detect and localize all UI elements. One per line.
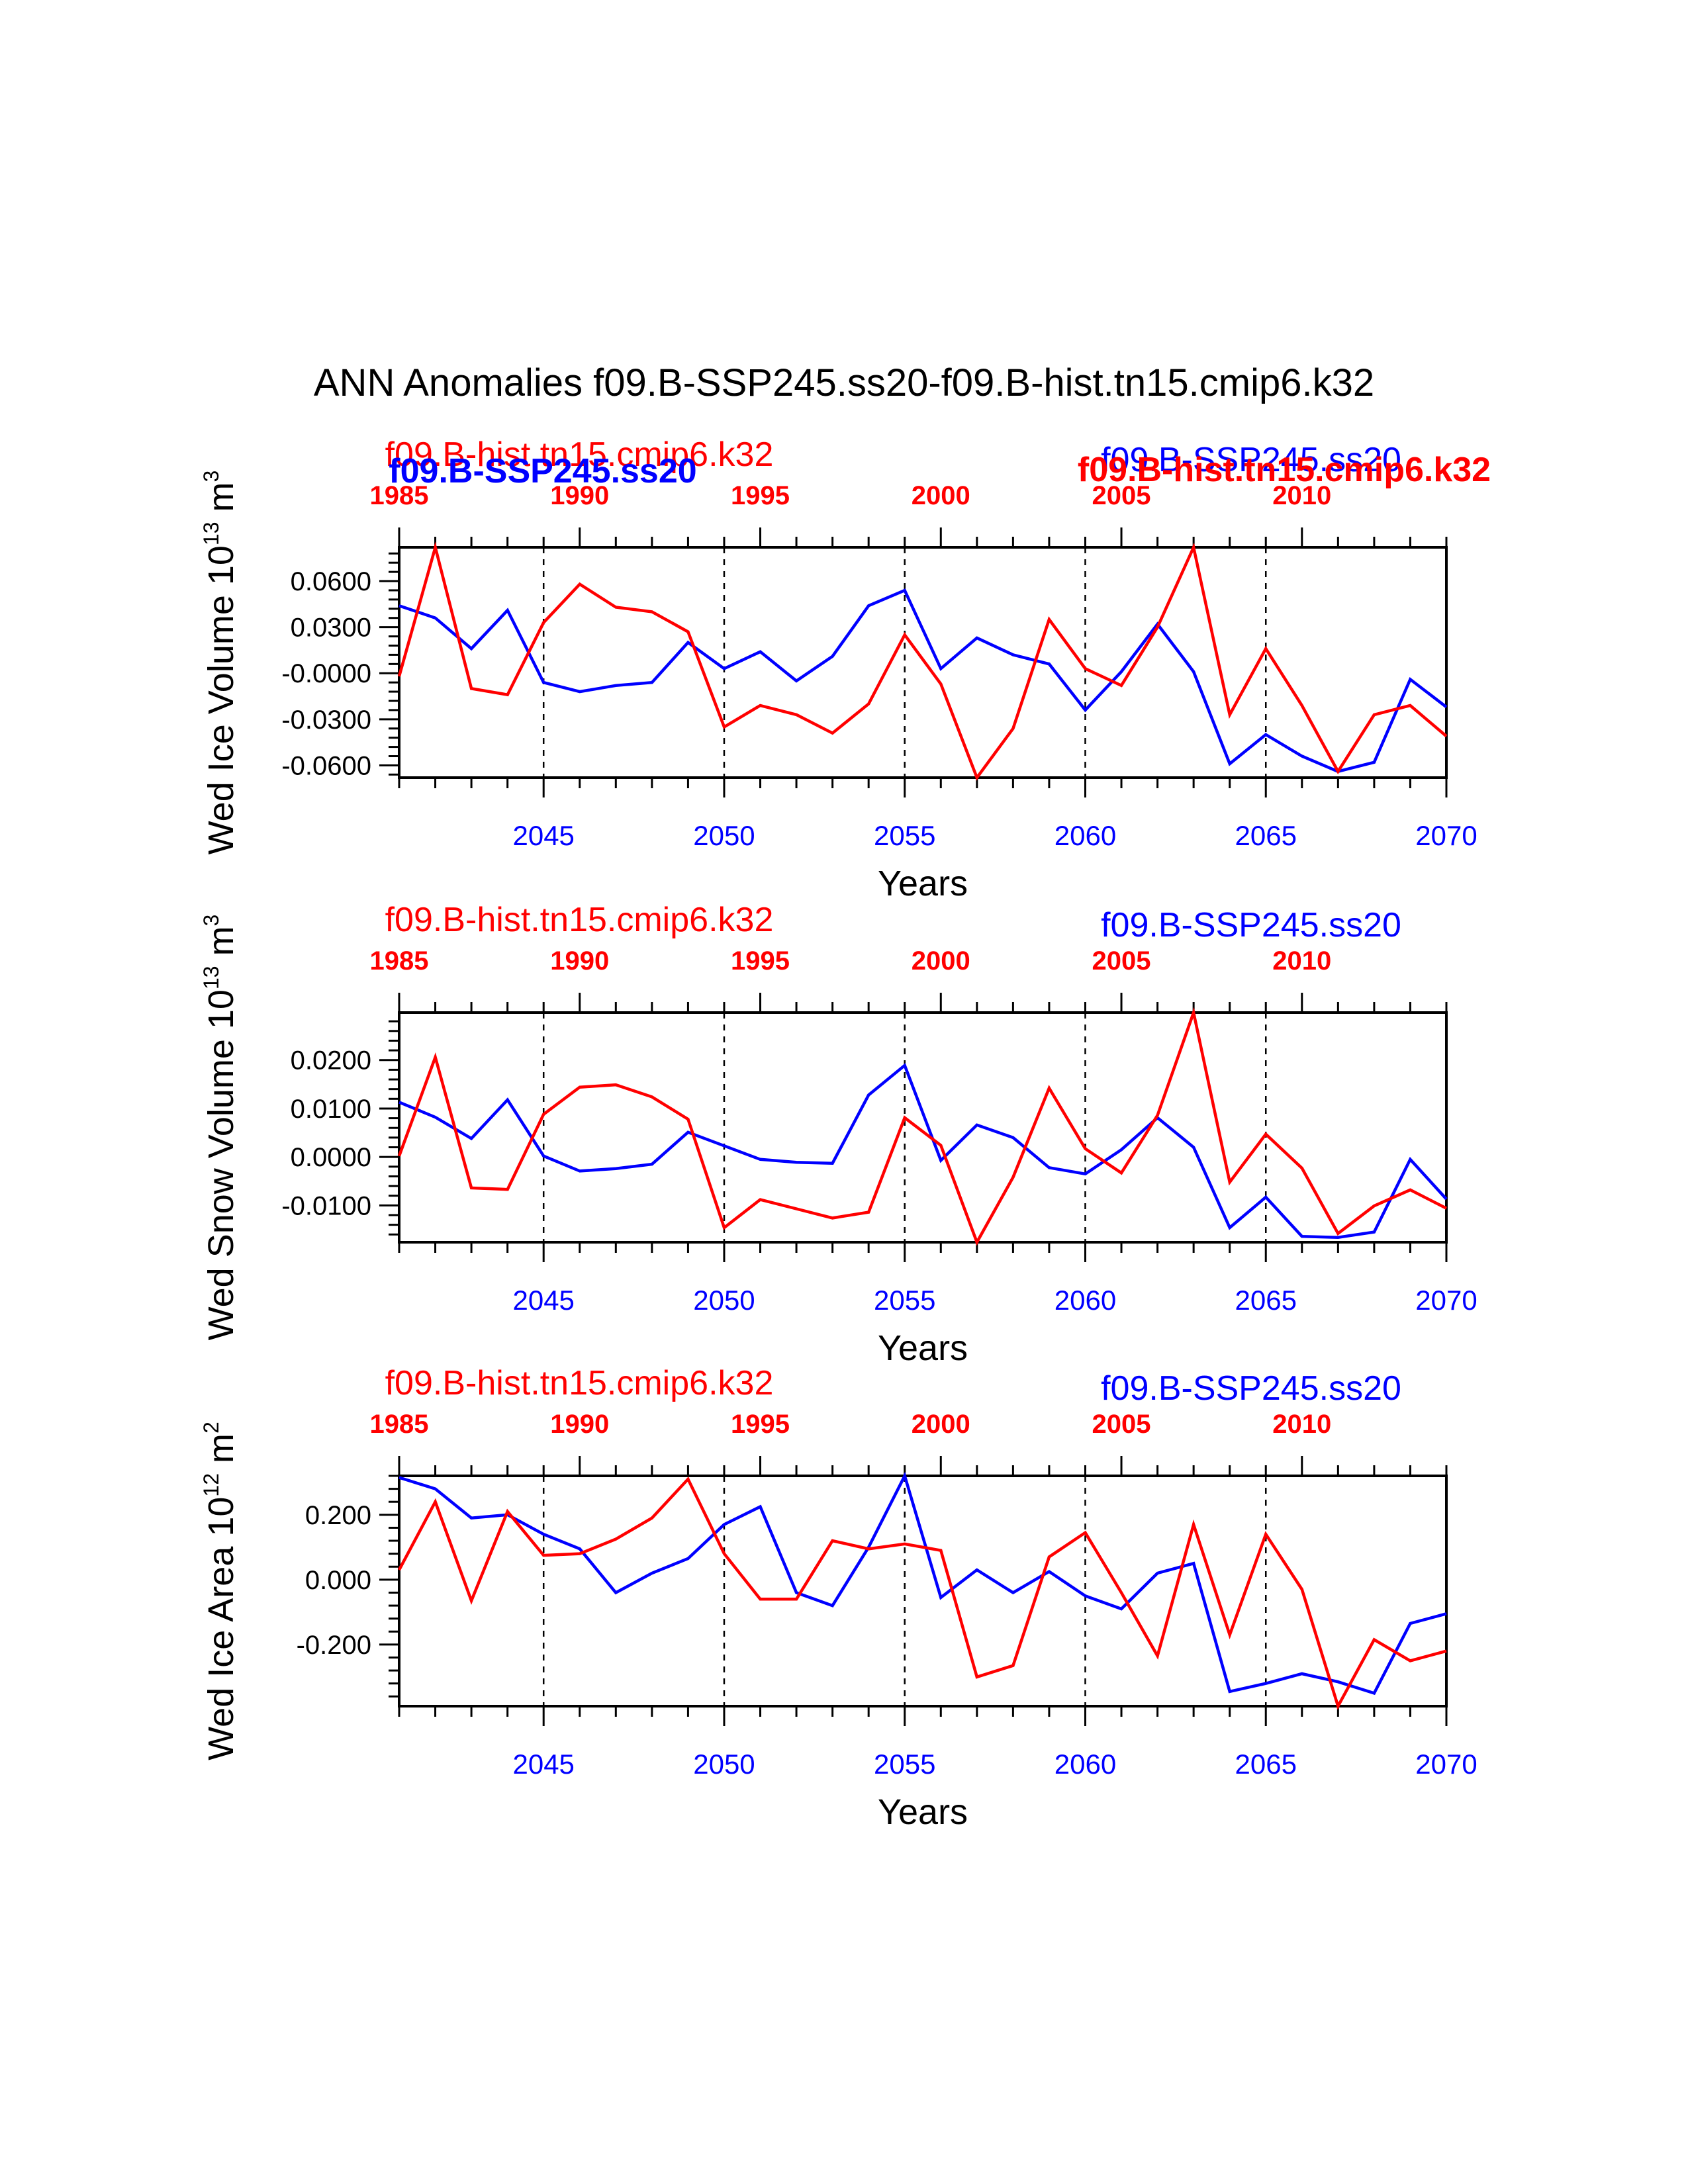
panels: 2045 2050 2055 2060 2065 2070 1985 1990 1995 2000…: [199, 435, 1491, 1832]
top-label-hist: f09.B-hist.tn15.cmip6.k32: [385, 901, 774, 939]
y-tick-label: -0.200: [297, 1631, 371, 1660]
y-axis-label: Wed Ice Volume 1013 m3: [199, 471, 241, 855]
bottom-tick-label: 2050: [693, 1749, 755, 1780]
top-label-hist: f09.B-hist.tn15.cmip6.k32: [385, 1364, 774, 1402]
top-tick-label: 1995: [731, 481, 790, 510]
y-axis-label: Wed Ice Area 1012 m2: [199, 1422, 241, 1760]
plot-frame: [398, 546, 1448, 779]
y-tick-label: 0.0100: [291, 1095, 371, 1124]
top-tick-label: 1995: [731, 1410, 790, 1439]
bottom-tick-label: 2045: [512, 1749, 574, 1780]
bottom-tick-label: 2060: [1055, 820, 1116, 851]
top-tick-label: 1995: [731, 946, 790, 976]
y-tick-label: 0.0600: [291, 567, 371, 596]
top-tick-label: 1985: [370, 1410, 429, 1439]
bottom-tick-label: 2070: [1415, 1749, 1477, 1780]
plot-frame: [398, 1475, 1448, 1707]
series-line-hist: [397, 1007, 1448, 1246]
y-tick-label: -0.0000: [281, 659, 371, 688]
bottom-tick-label: 2070: [1415, 1285, 1477, 1316]
top-tick-label: 1990: [550, 481, 609, 510]
top-label-hist: f09.B-hist.tn15.cmip6.k32: [385, 435, 774, 474]
top-tick-label: 2005: [1092, 946, 1151, 976]
bottom-tick-label: 2065: [1235, 820, 1297, 851]
y-tick-label: 0.0200: [291, 1046, 371, 1075]
top-tick-label: 2005: [1092, 1410, 1151, 1439]
overlap-label-hist: f09.B-hist.tn15.cmip6.k32: [1078, 451, 1491, 489]
top-tick-label: 2005: [1092, 481, 1151, 510]
panel-3: 2045 2050 2055 2060 2065 2070 1985 1990 1995 2000…: [199, 1364, 1477, 1832]
y-tick-label: -0.0300: [281, 705, 371, 735]
bottom-tick-label: 2045: [512, 820, 574, 851]
bottom-tick-label: 2055: [874, 1749, 935, 1780]
bottom-tick-label: 2050: [693, 1285, 755, 1316]
series-line-ssp245: [399, 588, 1448, 774]
plot-frame: [398, 1011, 1448, 1244]
x-axis-label: Years: [878, 864, 968, 903]
top-tick-label: 1990: [550, 1410, 609, 1439]
series-line-hist: [397, 541, 1448, 781]
y-tick-label: -0.0600: [281, 751, 371, 780]
bottom-tick-label: 2055: [874, 1285, 935, 1316]
top-tick-label: 1990: [550, 946, 609, 976]
top-tick-label: 1985: [370, 481, 429, 510]
y-tick-label: 0.0000: [291, 1143, 371, 1172]
top-tick-label: 2000: [912, 946, 970, 976]
x-axis-label: Years: [878, 1328, 968, 1368]
bottom-tick-label: 2055: [874, 820, 935, 851]
bottom-tick-label: 2045: [512, 1285, 574, 1316]
top-label-ssp: f09.B-SSP245.ss20: [1101, 441, 1401, 479]
bottom-tick-label: 2060: [1055, 1285, 1116, 1316]
top-tick-label: 2000: [912, 1410, 970, 1439]
y-tick-label: -0.0100: [281, 1191, 371, 1220]
x-axis-label: Years: [878, 1792, 968, 1832]
series-line-ssp245: [399, 1471, 1447, 1696]
top-tick-label: 1985: [370, 946, 429, 976]
top-tick-label: 2010: [1272, 1410, 1331, 1439]
bottom-tick-label: 2065: [1235, 1749, 1297, 1780]
top-tick-label: 2010: [1272, 946, 1331, 976]
y-tick-label: 0.200: [305, 1501, 371, 1530]
y-axis-label: Wed Snow Volume 1013 m3: [199, 915, 241, 1341]
bottom-tick-label: 2060: [1055, 1749, 1116, 1780]
top-label-ssp: f09.B-SSP245.ss20: [1101, 906, 1401, 944]
top-label-ssp: f09.B-SSP245.ss20: [1101, 1369, 1401, 1408]
y-tick-label: 0.0300: [291, 614, 371, 643]
series-line-hist: [398, 1476, 1447, 1710]
top-tick-label: 2010: [1272, 481, 1331, 510]
series-line-ssp245: [399, 1063, 1448, 1239]
y-tick-label: 0.000: [305, 1566, 371, 1595]
bottom-tick-label: 2070: [1415, 820, 1477, 851]
bottom-tick-label: 2065: [1235, 1285, 1297, 1316]
top-tick-label: 2000: [912, 481, 970, 510]
panel-1: 2045 2050 2055 2060 2065 2070 1985 1990 1995 2000…: [199, 435, 1491, 903]
figure-title: ANN Anomalies f09.B-SSP245.ss20-f09.B-hi…: [314, 361, 1374, 404]
panel-2: 2045 2050 2055 2060 2065 2070 1985 1990 1995 2000…: [199, 901, 1477, 1368]
overlap-label-ssp: f09.B-SSP245.ss20: [389, 452, 696, 490]
bottom-tick-label: 2050: [693, 820, 755, 851]
